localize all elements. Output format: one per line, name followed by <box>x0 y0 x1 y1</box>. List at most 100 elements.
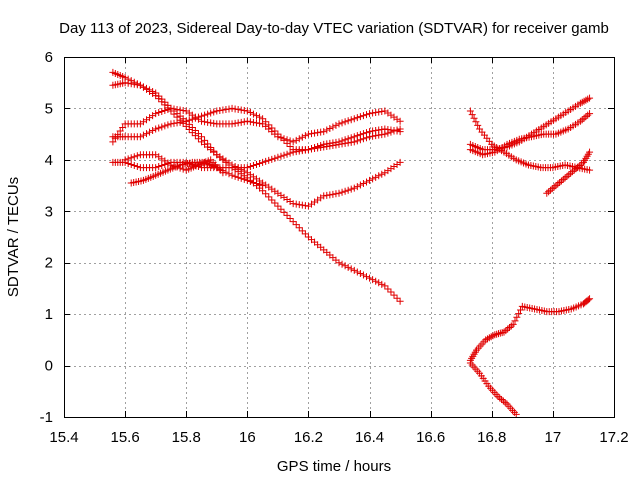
grid <box>64 57 614 417</box>
data-point <box>350 184 358 192</box>
data-point <box>586 295 594 303</box>
data-point <box>570 166 578 174</box>
data-point <box>127 160 135 168</box>
data-point <box>256 159 264 167</box>
data-point <box>119 123 127 131</box>
data-point <box>240 175 248 183</box>
y-tick-label: 1 <box>45 306 53 323</box>
data-point <box>384 129 392 137</box>
data-point <box>556 178 564 186</box>
data-point <box>326 142 334 150</box>
data-point <box>366 274 374 282</box>
data-point <box>387 128 395 136</box>
x-tick-label: 15.6 <box>111 429 140 446</box>
data-point <box>121 79 129 87</box>
data-point <box>369 175 377 183</box>
data-point <box>204 118 212 126</box>
data-point <box>356 181 364 189</box>
series-s8 <box>466 107 594 174</box>
data-point <box>308 130 315 138</box>
data-point <box>353 268 361 276</box>
data-point <box>363 111 370 119</box>
data-point <box>384 285 392 293</box>
data-point <box>314 144 322 152</box>
data-point <box>320 192 328 200</box>
data-point <box>546 186 554 194</box>
data-point <box>372 173 380 181</box>
data-point <box>158 123 166 131</box>
data-point <box>249 162 257 170</box>
data-point <box>350 266 358 274</box>
data-point <box>366 110 374 118</box>
data-point <box>121 156 129 164</box>
data-point <box>286 214 294 222</box>
data-point <box>249 118 257 126</box>
data-point <box>375 108 383 116</box>
data-point <box>274 130 282 138</box>
data-point <box>234 173 242 181</box>
data-point <box>390 291 398 299</box>
data-point <box>557 177 565 185</box>
data-point <box>347 116 355 124</box>
data-point <box>194 130 202 138</box>
data-point <box>158 162 166 170</box>
data-point <box>164 121 172 129</box>
x-tick-label: 16.4 <box>355 429 384 446</box>
data-point <box>152 164 160 172</box>
data-point <box>507 322 515 330</box>
data-point <box>253 119 260 127</box>
data-point <box>301 132 309 140</box>
data-point <box>580 97 588 105</box>
data-point <box>344 139 352 147</box>
data-point <box>586 94 594 102</box>
data-point <box>586 166 594 174</box>
data-point <box>240 106 248 114</box>
data-point <box>179 118 187 126</box>
data-point <box>311 129 319 137</box>
data-point <box>167 161 175 169</box>
data-point <box>329 141 337 149</box>
data-point <box>173 163 181 171</box>
data-point <box>231 119 239 127</box>
data-point <box>378 170 386 178</box>
data-point <box>341 262 349 270</box>
data-point <box>170 119 178 127</box>
data-point <box>347 138 355 146</box>
data-point <box>359 180 367 188</box>
data-points <box>109 68 594 418</box>
data-point <box>487 333 495 341</box>
data-point <box>161 98 169 106</box>
data-point <box>356 113 364 121</box>
data-point <box>378 280 386 288</box>
data-point <box>366 133 374 141</box>
data-point <box>295 201 303 209</box>
data-point <box>584 111 592 119</box>
data-point <box>576 99 584 107</box>
data-point <box>353 137 361 145</box>
data-point <box>517 306 524 314</box>
data-point <box>253 180 260 188</box>
data-point <box>350 115 358 123</box>
data-point <box>369 109 377 117</box>
data-point <box>198 112 205 120</box>
data-point <box>301 146 309 154</box>
data-point <box>280 151 288 159</box>
data-point <box>136 81 144 89</box>
data-point <box>326 124 334 132</box>
data-point <box>170 105 178 113</box>
data-point <box>515 310 523 318</box>
data-point <box>338 119 346 127</box>
data-point <box>286 149 294 157</box>
data-point <box>191 127 199 135</box>
data-point <box>222 105 230 113</box>
data-point <box>298 147 306 155</box>
data-point <box>323 126 331 134</box>
data-point <box>369 276 377 284</box>
data-point <box>277 133 285 141</box>
data-point <box>155 109 163 117</box>
data-point <box>268 196 276 204</box>
data-point <box>133 81 141 89</box>
data-point <box>506 324 513 332</box>
data-point <box>347 185 355 193</box>
